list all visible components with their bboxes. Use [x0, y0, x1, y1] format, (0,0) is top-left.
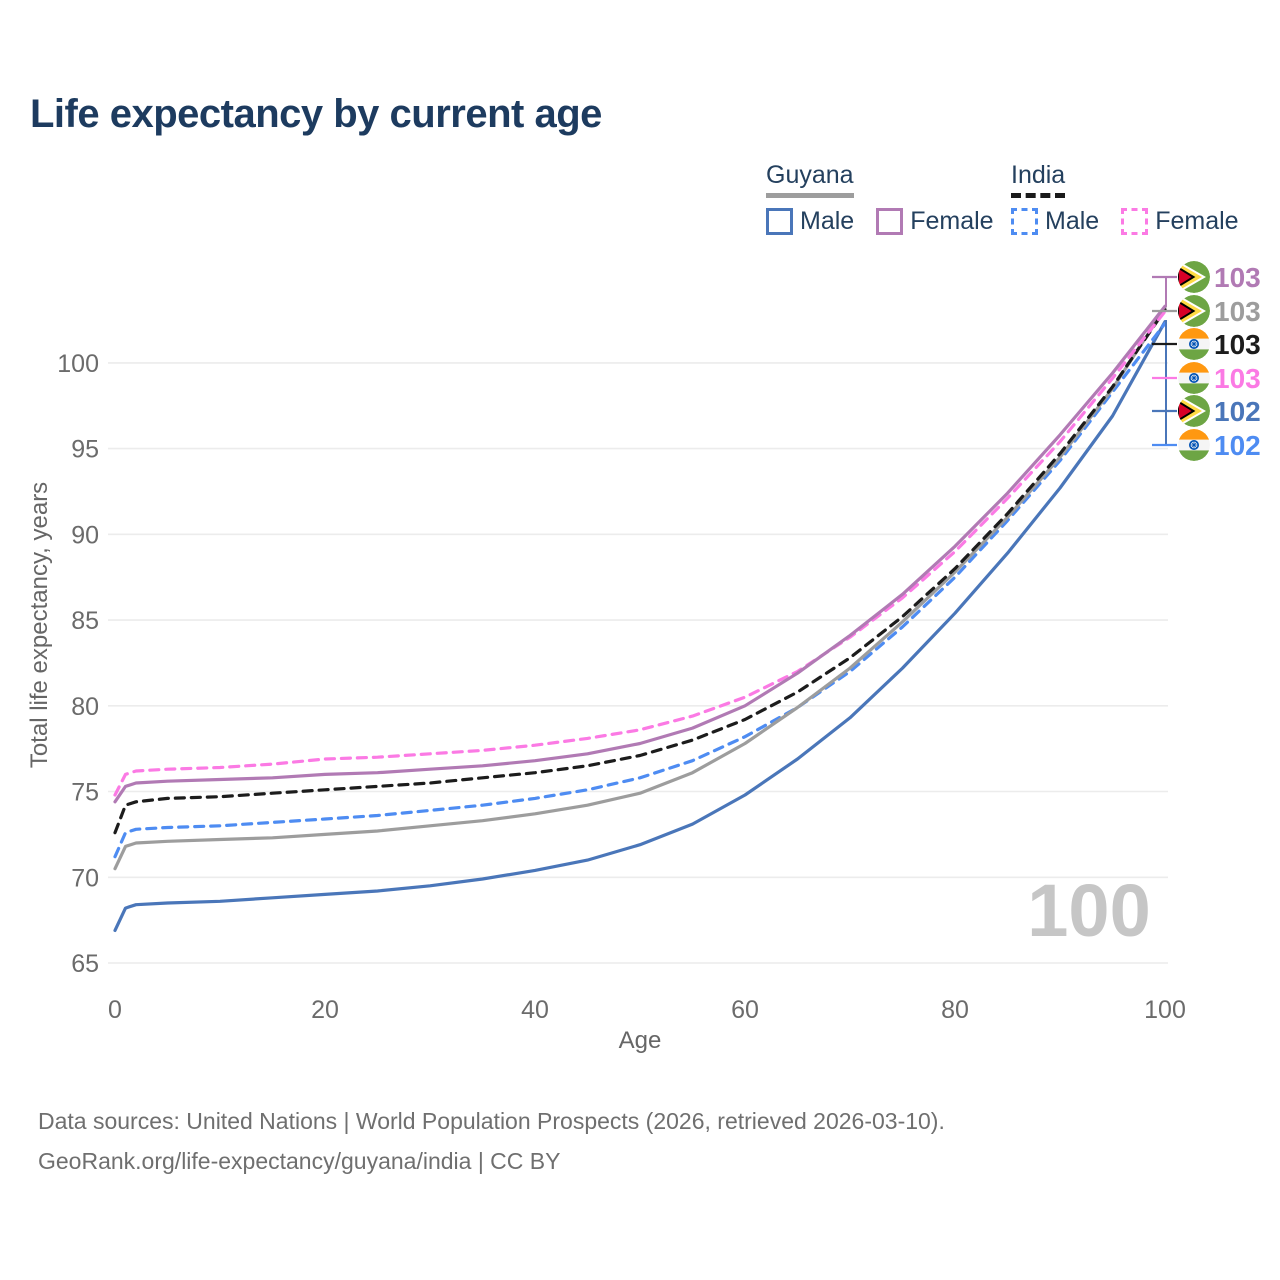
age-indicator-watermark: 100 — [1027, 869, 1151, 952]
x-tick-label: 100 — [1144, 996, 1186, 1024]
legend-label: Female — [910, 207, 994, 235]
end-label-value: 102 — [1214, 396, 1261, 427]
end-label-value: 103 — [1214, 329, 1261, 360]
x-tick-label: 20 — [311, 996, 339, 1024]
legend-label: Male — [1045, 207, 1100, 235]
india-flag-icon — [1178, 362, 1210, 394]
guyana-female-swatch — [876, 208, 904, 235]
y-tick-label: 65 — [71, 950, 99, 978]
legend-country-guyana[interactable]: Guyana — [766, 161, 854, 198]
y-tick-label: 85 — [71, 607, 99, 635]
legend-group-guyana: Guyana Male Female — [766, 161, 994, 236]
y-axis-label: Total life expectancy, years — [26, 482, 53, 768]
legend-item-guyana-female[interactable]: Female — [876, 207, 994, 236]
y-tick-label: 80 — [71, 693, 99, 721]
y-tick-label: 100 — [57, 350, 99, 378]
x-tick-label: 80 — [941, 996, 969, 1024]
end-label-value: 103 — [1214, 363, 1261, 394]
gridlines: 65 70 75 80 85 90 95 100 0 20 40 60 80 100 — [57, 350, 1186, 1024]
legend-label: Male — [800, 207, 855, 235]
india-female-swatch — [1121, 208, 1149, 235]
chart-title: Life expectancy by current age — [30, 92, 602, 136]
india-male-swatch — [1011, 208, 1038, 235]
india-flag-icon — [1178, 429, 1210, 461]
end-label-value: 103 — [1214, 296, 1261, 327]
series-line-india-female — [113, 309, 1167, 797]
end-label-value: 103 — [1214, 262, 1261, 293]
end-label-guyana-female: 103 — [1178, 261, 1261, 293]
y-tick-label: 70 — [71, 864, 99, 892]
end-label-india-female: 103 — [1178, 362, 1261, 394]
guyana-flag-icon — [1178, 395, 1210, 427]
footer-url-line: GeoRank.org/life-expectancy/guyana/india… — [38, 1148, 561, 1174]
end-label-value: 102 — [1214, 430, 1261, 461]
guyana-male-swatch — [766, 208, 793, 235]
y-tick-label: 90 — [71, 521, 99, 549]
x-axis-label: Age — [619, 1027, 662, 1054]
legend-country-india[interactable]: India — [1011, 161, 1066, 198]
legend-item-guyana-male[interactable]: Male — [766, 207, 854, 236]
end-label-india-male: 102 — [1178, 429, 1261, 461]
guyana-flag-icon — [1178, 261, 1210, 293]
series-line-guyana-female — [113, 304, 1167, 804]
end-label-guyana-total: 103 — [1178, 295, 1261, 327]
y-tick-label: 75 — [71, 779, 99, 807]
series-line-guyana-total — [113, 306, 1167, 871]
footer-source-line: Data sources: United Nations | World Pop… — [38, 1108, 945, 1134]
x-tick-label: 0 — [108, 996, 122, 1024]
end-label-india-total: 103 — [1178, 328, 1261, 360]
series-line-guyana-male — [113, 320, 1167, 933]
series-line-india-total — [113, 308, 1167, 835]
x-tick-label: 60 — [731, 996, 759, 1024]
india-flag-icon — [1178, 328, 1210, 360]
legend-item-india-female[interactable]: Female — [1121, 207, 1239, 236]
end-label-guyana-male: 102 — [1178, 395, 1261, 427]
series-line-india-male — [113, 321, 1167, 859]
legend-group-india: India Male Female — [1011, 161, 1239, 236]
y-tick-label: 95 — [71, 436, 99, 464]
x-tick-label: 40 — [521, 996, 549, 1024]
legend-item-india-male[interactable]: Male — [1011, 207, 1099, 236]
guyana-flag-icon — [1178, 295, 1210, 327]
legend-label: Female — [1155, 207, 1239, 235]
